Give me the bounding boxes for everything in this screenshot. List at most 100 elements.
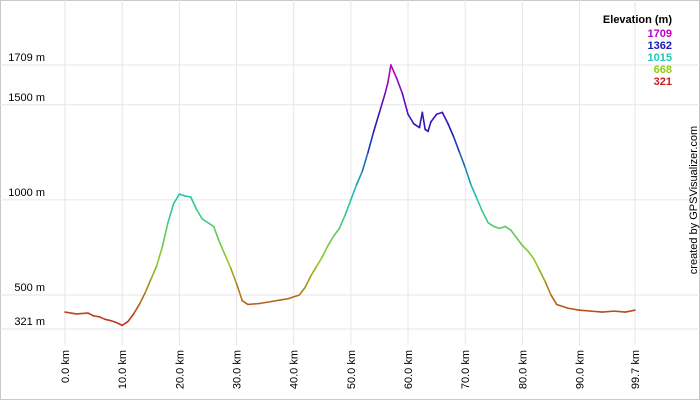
- elevation-segment: [412, 122, 421, 129]
- elevation-segment: [555, 303, 569, 310]
- elevation-segment: [421, 111, 426, 131]
- elevation-segment: [458, 151, 467, 169]
- elevation-profile: [64, 64, 636, 327]
- elevation-segment: [149, 265, 158, 281]
- elevation-segment: [567, 307, 581, 311]
- elevation-segment: [515, 237, 524, 247]
- elevation-segment: [298, 286, 306, 296]
- elevation-segment: [487, 221, 495, 228]
- elevation-segment: [521, 244, 529, 253]
- y-tick-label: 1500 m: [8, 92, 45, 104]
- elevation-segment: [510, 229, 518, 239]
- elevation-segment: [481, 210, 489, 224]
- elevation-segment: [355, 170, 364, 186]
- elevation-segment: [321, 244, 329, 258]
- elevation-segment: [350, 183, 358, 201]
- legend-entry: 321: [654, 76, 672, 88]
- elevation-segment: [475, 197, 484, 213]
- elevation-segment: [378, 92, 386, 114]
- x-tick-label: 0.0 km: [60, 350, 72, 383]
- x-axis-tick-labels: 0.0 km 10.0 km 20.0 km 30.0 km 40.0 km 50.0 k…: [60, 350, 642, 389]
- elevation-segment: [538, 269, 547, 283]
- elevation-segment: [64, 311, 78, 315]
- legend-entry: 668: [654, 64, 672, 76]
- elevation-segment: [98, 316, 106, 321]
- elevation-segment: [544, 280, 552, 296]
- y-tick-label: 500 m: [14, 282, 45, 294]
- legend-title: Elevation (m): [603, 14, 672, 26]
- elevation-segment: [498, 225, 507, 230]
- elevation-segment: [338, 214, 346, 230]
- y-tick-label: 321 m: [14, 316, 45, 328]
- x-tick-label: 40.0 km: [289, 350, 301, 389]
- elevation-segment: [310, 265, 318, 277]
- y-tick-label: 1709 m: [8, 52, 45, 64]
- elevation-segment: [155, 246, 163, 268]
- elevation-segment: [590, 310, 604, 313]
- legend-entry: 1362: [648, 40, 672, 52]
- elevation-segment: [361, 151, 369, 173]
- x-tick-label: 90.0 km: [575, 350, 587, 389]
- elevation-segment: [144, 278, 152, 294]
- elevation-segment: [212, 225, 221, 243]
- x-tick-label: 70.0 km: [460, 350, 472, 389]
- elevation-segment: [492, 225, 501, 230]
- y-tick-label: 1000 m: [8, 187, 45, 199]
- elevation-segment: [550, 294, 558, 306]
- elevation-segment: [407, 113, 415, 125]
- elevation-segment: [218, 240, 226, 256]
- elevation-segment: [195, 208, 204, 220]
- elevation-segment: [172, 193, 181, 205]
- elevation-segment: [464, 166, 472, 186]
- elevation-segment: [332, 227, 341, 237]
- elevation-segment: [287, 296, 295, 300]
- elevation-segment: [87, 312, 95, 317]
- elevation-segment: [161, 221, 169, 249]
- elevation-segment: [418, 111, 424, 129]
- elevation-segment: [189, 196, 198, 211]
- legend-entry: 1709: [648, 28, 672, 40]
- grid-lines: [0, 0, 700, 345]
- elevation-segment: [235, 282, 244, 302]
- x-tick-label: 30.0 km: [232, 350, 244, 389]
- elevation-segment: [452, 136, 461, 154]
- elevation-segment: [92, 315, 101, 318]
- elevation-segment: [441, 111, 449, 125]
- elevation-segment: [384, 81, 389, 95]
- elevation-segment: [127, 313, 135, 323]
- elevation-segment: [327, 235, 335, 247]
- elevation-segment: [427, 121, 432, 133]
- elevation-segment: [207, 221, 215, 228]
- elevation-segment: [184, 195, 192, 198]
- x-tick-label: 20.0 km: [174, 350, 186, 389]
- elevation-segment: [270, 298, 284, 303]
- elevation-segment: [613, 310, 627, 313]
- elevation-segment: [367, 130, 375, 154]
- elevation-segment: [138, 292, 146, 306]
- elevation-segment: [109, 319, 118, 324]
- elevation-segment: [395, 77, 404, 95]
- elevation-segment: [132, 303, 141, 315]
- elevation-segment: [601, 310, 615, 313]
- elevation-segment: [387, 64, 392, 83]
- x-tick-label: 60.0 km: [403, 350, 415, 389]
- elevation-segment: [447, 122, 455, 138]
- legend-entry: 1015: [648, 52, 672, 64]
- x-tick-label: 99.7 km: [630, 350, 642, 389]
- y-axis-tick-labels: 1709 m 1500 m 1000 m 500 m 321 m: [8, 52, 45, 328]
- elevation-segment: [167, 202, 175, 224]
- elevation-segment: [292, 294, 301, 298]
- elevation-segment: [258, 300, 272, 305]
- elevation-segment: [372, 111, 381, 133]
- x-tick-label: 50.0 km: [346, 350, 358, 389]
- elevation-segment: [527, 250, 535, 260]
- elevation-segment: [178, 193, 186, 197]
- credit-text: created by GPSVisualizer.com: [688, 126, 700, 274]
- elevation-segment: [224, 254, 232, 270]
- elevation-segment: [344, 199, 352, 216]
- elevation-segment: [578, 309, 592, 312]
- elevation-segment: [241, 299, 249, 306]
